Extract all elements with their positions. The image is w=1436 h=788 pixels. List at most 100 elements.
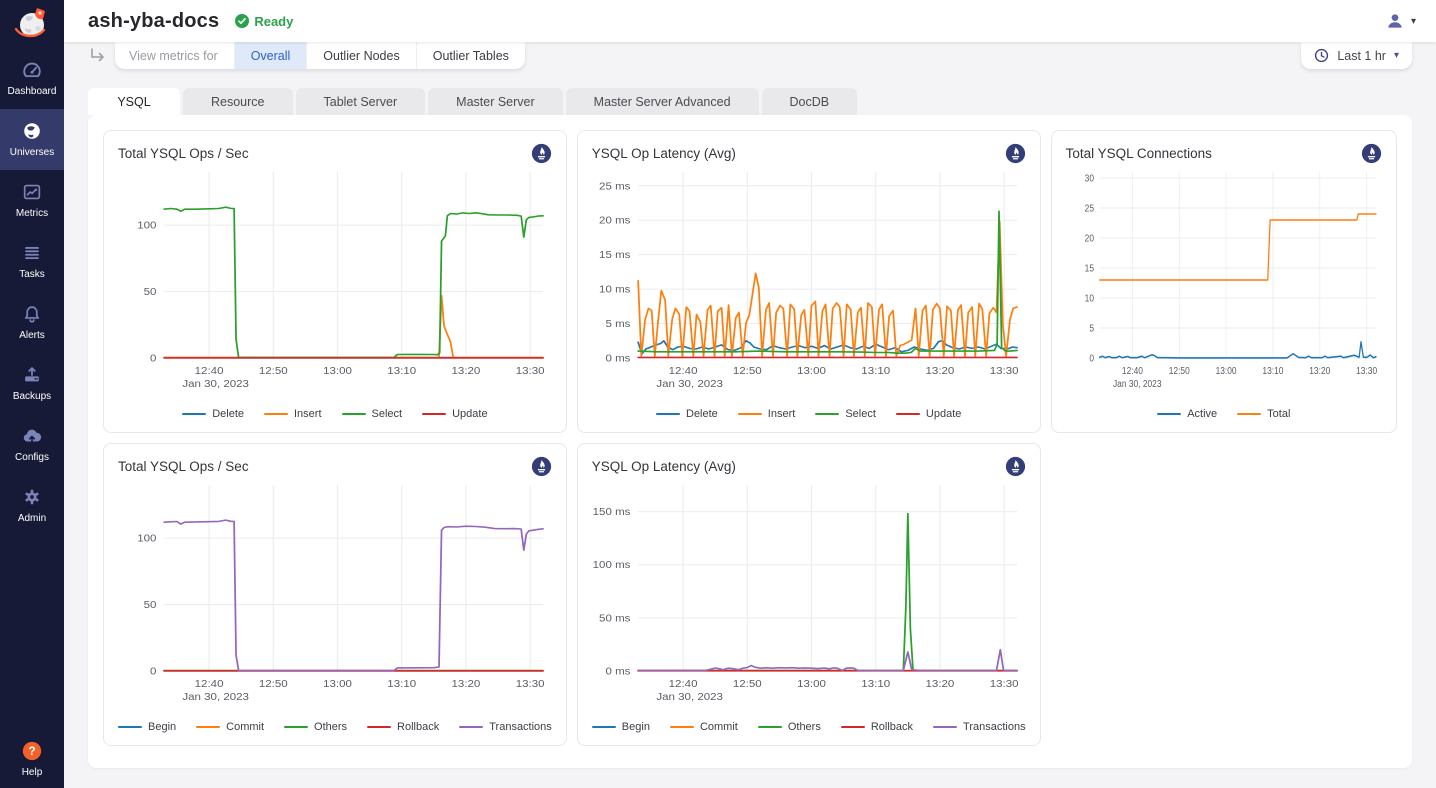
chart-plot: 0 ms50 ms100 ms150 ms12:4012:5013:0013:1… xyxy=(592,479,1026,719)
legend-item-delete[interactable]: Delete xyxy=(656,408,718,420)
legend-item-select[interactable]: Select xyxy=(342,408,403,420)
legend-swatch xyxy=(656,413,680,416)
svg-text:30: 30 xyxy=(1084,173,1093,185)
svg-text:12:50: 12:50 xyxy=(259,678,288,689)
legend-label: Others xyxy=(788,721,821,733)
backup-upload-icon xyxy=(21,364,43,386)
prometheus-icon[interactable] xyxy=(531,456,552,477)
svg-text:25: 25 xyxy=(1084,203,1093,215)
metric-tabs: YSQL Resource Tablet Server Master Serve… xyxy=(88,88,1412,115)
svg-text:20 ms: 20 ms xyxy=(599,215,631,226)
svg-text:13:30: 13:30 xyxy=(1356,365,1377,377)
legend-item-select[interactable]: Select xyxy=(815,408,876,420)
legend-item-others[interactable]: Others xyxy=(758,721,821,733)
user-menu[interactable]: ▾ xyxy=(1385,11,1416,31)
legend-label: Update xyxy=(926,408,961,420)
legend-item-commit[interactable]: Commit xyxy=(670,721,738,733)
legend-label: Rollback xyxy=(397,721,439,733)
legend-item-begin[interactable]: Begin xyxy=(592,721,650,733)
svg-text:13:30: 13:30 xyxy=(990,678,1019,689)
chart-line-icon xyxy=(21,181,43,203)
legend-item-others[interactable]: Others xyxy=(284,721,347,733)
top-header: ash-yba-docs Ready ▾ xyxy=(64,0,1436,42)
legend-item-delete[interactable]: Delete xyxy=(182,408,244,420)
svg-text:10: 10 xyxy=(1084,293,1093,305)
legend-item-transactions[interactable]: Transactions xyxy=(459,721,552,733)
svg-text:50: 50 xyxy=(144,600,157,611)
chevron-down-icon: ▾ xyxy=(1394,50,1399,61)
svg-text:0: 0 xyxy=(1089,353,1094,365)
svg-text:Jan 30, 2023: Jan 30, 2023 xyxy=(656,378,723,389)
legend-item-insert[interactable]: Insert xyxy=(264,408,322,420)
prometheus-icon[interactable] xyxy=(1005,143,1026,164)
svg-text:13:20: 13:20 xyxy=(925,678,954,689)
svg-text:13:30: 13:30 xyxy=(990,365,1019,376)
prometheus-icon[interactable] xyxy=(1361,143,1382,164)
legend-label: Commit xyxy=(700,721,738,733)
chart-plot: 05010012:4012:5013:0013:1013:2013:30Jan … xyxy=(118,479,552,719)
tab-master-server[interactable]: Master Server xyxy=(428,88,563,115)
legend-swatch xyxy=(592,726,616,729)
legend-item-transactions[interactable]: Transactions xyxy=(933,721,1026,733)
svg-text:20: 20 xyxy=(1084,233,1093,245)
sidebar-item-tasks[interactable]: Tasks xyxy=(0,231,64,292)
tab-ysql[interactable]: YSQL xyxy=(88,88,180,115)
legend-item-total[interactable]: Total xyxy=(1237,408,1290,420)
legend-item-begin[interactable]: Begin xyxy=(118,721,176,733)
svg-text:0 ms: 0 ms xyxy=(605,666,630,677)
sidebar-item-configs[interactable]: Configs xyxy=(0,414,64,475)
sidebar-item-label: Alerts xyxy=(19,330,45,341)
tab-master-server-advanced[interactable]: Master Server Advanced xyxy=(566,88,759,115)
sidebar-item-dashboard[interactable]: Dashboard xyxy=(0,48,64,109)
list-icon xyxy=(21,242,43,264)
legend-swatch xyxy=(367,726,391,729)
return-arrow-icon xyxy=(88,48,106,64)
yugabyte-logo[interactable] xyxy=(0,0,64,48)
sidebar-item-universes[interactable]: Universes xyxy=(0,109,64,170)
sidebar-item-help[interactable]: ? Help xyxy=(0,729,64,788)
prometheus-icon[interactable] xyxy=(1005,456,1026,477)
legend-item-commit[interactable]: Commit xyxy=(196,721,264,733)
legend-item-rollback[interactable]: Rollback xyxy=(841,721,913,733)
legend-item-update[interactable]: Update xyxy=(896,408,961,420)
sidebar-item-label: Configs xyxy=(15,452,49,463)
legend-label: Transactions xyxy=(963,721,1026,733)
legend-swatch xyxy=(841,726,865,729)
sidebar-item-metrics[interactable]: Metrics xyxy=(0,170,64,231)
sidebar-item-backups[interactable]: Backups xyxy=(0,353,64,414)
legend-item-insert[interactable]: Insert xyxy=(738,408,796,420)
prometheus-icon[interactable] xyxy=(531,143,552,164)
legend-swatch xyxy=(118,726,142,729)
tab-tablet-server[interactable]: Tablet Server xyxy=(296,88,426,115)
legend-item-rollback[interactable]: Rollback xyxy=(367,721,439,733)
time-range-dropdown[interactable]: Last 1 hr ▾ xyxy=(1301,42,1412,69)
time-range-value: Last 1 hr xyxy=(1337,49,1386,63)
check-circle-icon xyxy=(235,14,249,28)
legend-label: Update xyxy=(452,408,487,420)
legend-item-active[interactable]: Active xyxy=(1157,408,1217,420)
svg-text:25 ms: 25 ms xyxy=(599,181,631,192)
tab-resource[interactable]: Resource xyxy=(183,88,293,115)
legend-item-update[interactable]: Update xyxy=(422,408,487,420)
svg-text:0 ms: 0 ms xyxy=(605,353,630,364)
legend-swatch xyxy=(264,413,288,416)
sidebar-item-admin[interactable]: Admin xyxy=(0,475,64,536)
metrics-panel: Total YSQL Ops / Sec 05010012:4012:5013:… xyxy=(88,115,1412,768)
gear-icon xyxy=(21,486,43,508)
legend-swatch xyxy=(1237,413,1261,416)
legend-swatch xyxy=(196,726,220,729)
view-metrics-label: View metrics for xyxy=(115,42,234,69)
legend-label: Select xyxy=(372,408,403,420)
sidebar-item-alerts[interactable]: Alerts xyxy=(0,292,64,353)
svg-text:13:10: 13:10 xyxy=(861,365,890,376)
view-option-overall[interactable]: Overall xyxy=(234,42,307,69)
sidebar-item-label: Tasks xyxy=(19,269,45,280)
tab-docdb[interactable]: DocDB xyxy=(762,88,858,115)
legend-swatch xyxy=(815,413,839,416)
view-metrics-switcher: View metrics for Overall Outlier Nodes O… xyxy=(115,42,525,69)
universe-title: ash-yba-docs xyxy=(88,10,219,33)
view-option-outlier-nodes[interactable]: Outlier Nodes xyxy=(306,42,415,69)
view-option-outlier-tables[interactable]: Outlier Tables xyxy=(416,42,525,69)
legend-label: Begin xyxy=(622,721,650,733)
legend-swatch xyxy=(1157,413,1181,416)
